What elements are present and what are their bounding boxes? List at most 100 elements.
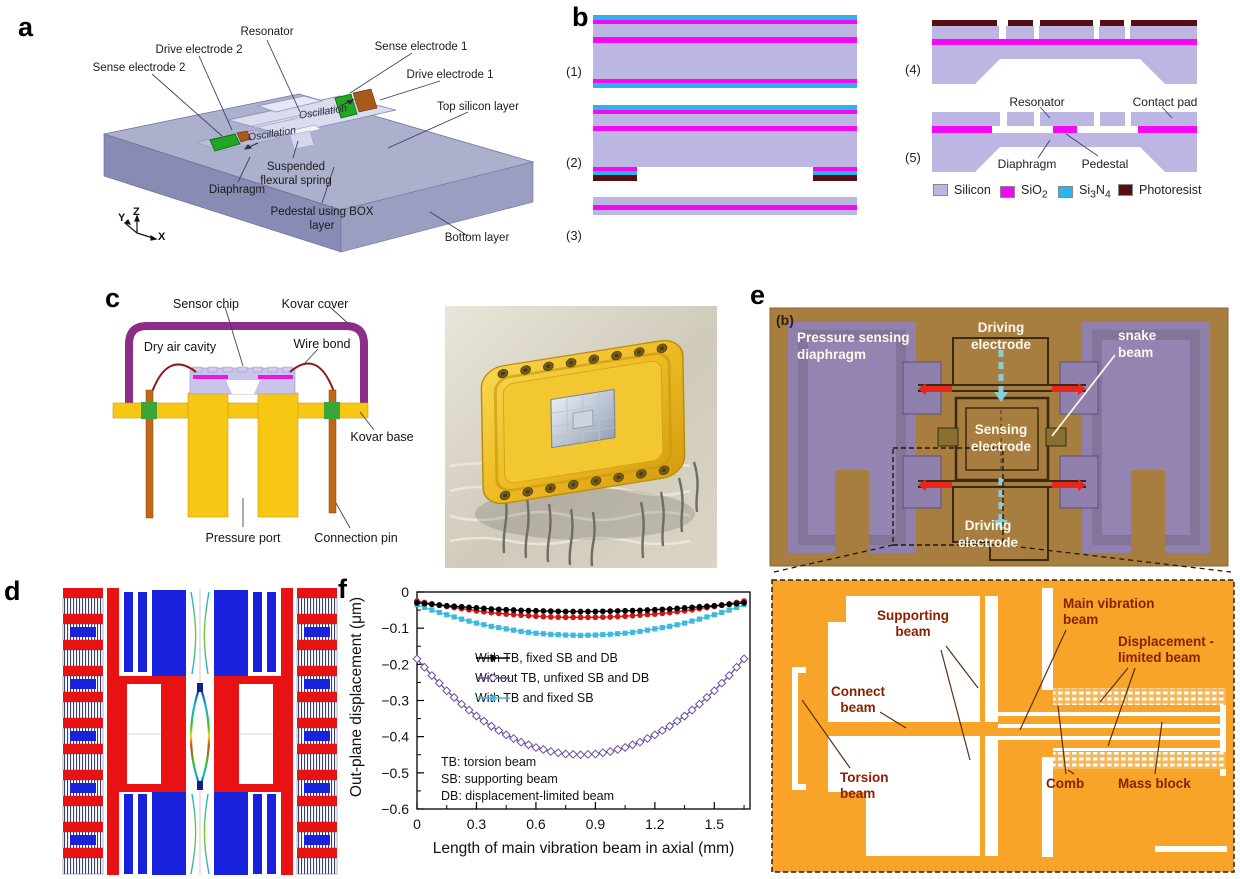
red-motion-arrows [918,383,1086,491]
oscillation-arrows [243,99,355,150]
svg-text:0.3: 0.3 [467,816,487,832]
sio2-swatch [1000,185,1015,198]
torsion-bracket [792,667,806,790]
panel-a-leader-lines [151,39,469,237]
label-driving-electrode-bottom: Driving electrode [957,518,1019,550]
panel-f-chart-area: 0 −0.1 −0.2 −0.3 −0.4 −0.5 −0.6 0 0.3 0.6 0.9 1.2 1.… [335,572,765,879]
orange-islands [828,596,980,856]
package-photo [445,306,717,568]
panel-d-letter: d [4,576,21,606]
zoom-leader-lines [801,629,1163,775]
svg-text:−0.5: −0.5 [381,765,409,781]
photoresist-label: Photoresist [1139,183,1202,197]
legend-item-photoresist: Photoresist [1118,183,1202,197]
chart-legend: With TB, fixed SB and DB Without TB, unf… [475,648,649,708]
chart-ylabel: Out-plane displacement (μm) [348,596,365,798]
panel-c-leader-lines [224,306,375,529]
legend-item-si3n4: Si3N4 [1058,183,1111,201]
anchor-blocks [902,361,1099,509]
wire-bond-shapes [151,362,335,393]
svg-text:−0.2: −0.2 [381,656,409,672]
legend-entry: Without TB, unfixed SB and DB [475,668,649,688]
svg-text:0.9: 0.9 [586,816,606,832]
label-sense-electrode-1: Sense electrode 1 [374,41,468,53]
svg-text:−0.3: −0.3 [381,693,409,709]
chart-plot: 0−0.1−0.2−0.3−0.4−0.5−0.60 0.3 0.6 0.9 1.2 1.… [381,584,751,832]
label-sensor-chip: Sensor chip [172,297,240,311]
step-label-4: (4) [905,62,921,77]
kovar-base-shape [112,392,369,518]
label-torsion-beam: Torsion beam [840,770,889,802]
axis-y-label: Y [118,212,126,224]
svg-text:1.2: 1.2 [645,816,665,832]
chart-note-line: DB: displacement-limited beam [441,788,614,803]
svg-text:1.5: 1.5 [705,816,725,832]
mems-die [550,388,616,449]
process-step-2 [593,105,857,181]
legend-item-sio2: SiO2 [1000,183,1048,201]
sensor-chip-shape [189,366,296,395]
pressure-diaphragm-right [1082,322,1210,553]
label-sense-electrode-2: Sense electrode 2 [92,62,186,74]
photoresist-swatch [1118,184,1133,196]
chart-notes: TB: torsion beam SB: supporting beam DB: d… [441,754,614,805]
label-pedestal-b: Pedestal [1081,157,1129,171]
chart-note-line: TB: torsion beam [441,755,537,769]
step-label-3: (3) [566,228,582,243]
panel-e-micrograph [769,307,1232,573]
process-step-1 [593,15,857,88]
process-step-4 [932,20,1197,84]
label-comb: Comb [1046,776,1085,791]
label-mass-block: Mass block [1118,776,1191,791]
legend-marker [476,673,510,683]
label-suspended-flexural-spring: Suspended flexural spring [260,161,332,188]
panel-e-letter: e [750,280,766,310]
label-bottom-layer: Bottom layer [444,232,510,244]
panel-a-schematic [102,39,535,253]
pressure-diaphragm-left [788,322,916,553]
svg-text:0: 0 [401,584,409,600]
silicon-swatch [933,184,948,196]
step-label-2: (2) [566,155,582,170]
sio2-label: SiO2 [1021,183,1048,201]
drive-electrode-2-shape [236,130,252,143]
zoom-connector-lines [773,544,1232,573]
panel-b-letter: b [572,2,589,32]
fem-structure [107,588,293,875]
etched-cutouts [828,588,1227,857]
label-contact-pad: Contact pad [1132,95,1198,109]
label-pressure-sensing-diaphragm: Pressure sensing diaphragm [797,330,910,362]
sensing-tabs [937,427,1067,447]
label-drive-electrode-1: Drive electrode 1 [406,69,494,81]
panel-b-leader-lines [1037,106,1173,159]
label-sensing-electrode: Sensing electrode [970,422,1032,454]
panel-f-letter: f [338,574,347,604]
panel-a-letter: a [18,12,34,42]
comb-bands [1053,688,1226,769]
pin-dots [497,343,670,501]
legend-marker [476,695,510,701]
silicon-label: Silicon [954,183,991,197]
kovar-cover-shape [125,322,368,403]
label-diaphragm-b: Diaphragm [997,157,1057,171]
drive-electrode-1-shape [352,88,378,113]
process-step-3 [593,197,857,215]
panel-d-fem-simulation [62,588,338,875]
si3n4-swatch [1058,185,1073,198]
label-pedestal-box-layer: Pedestal using BOX layer [270,206,374,233]
label-connection-pin: Connection pin [314,531,398,545]
panel-b-process-flow [593,15,1197,215]
gold-package [480,339,686,505]
label-kovar-cover: Kovar cover [281,297,349,311]
chart-note-line: SB: supporting beam [441,771,558,786]
legend-item-silicon: Silicon [933,183,991,197]
chart-xlabel: Length of main vibration beam in axial (… [432,840,735,857]
label-wire-bond: Wire bond [293,337,351,351]
legend-label: With TB and fixed SB [475,691,594,705]
svg-text:−0.6: −0.6 [381,801,409,817]
panel-c-package-schematic [112,306,375,529]
label-drive-electrode-2: Drive electrode 2 [155,44,243,56]
label-resonator: Resonator [240,26,294,38]
snake-beam-leader [1051,354,1116,437]
